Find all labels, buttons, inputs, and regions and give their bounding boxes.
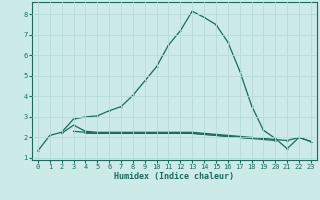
X-axis label: Humidex (Indice chaleur): Humidex (Indice chaleur)	[115, 172, 234, 181]
